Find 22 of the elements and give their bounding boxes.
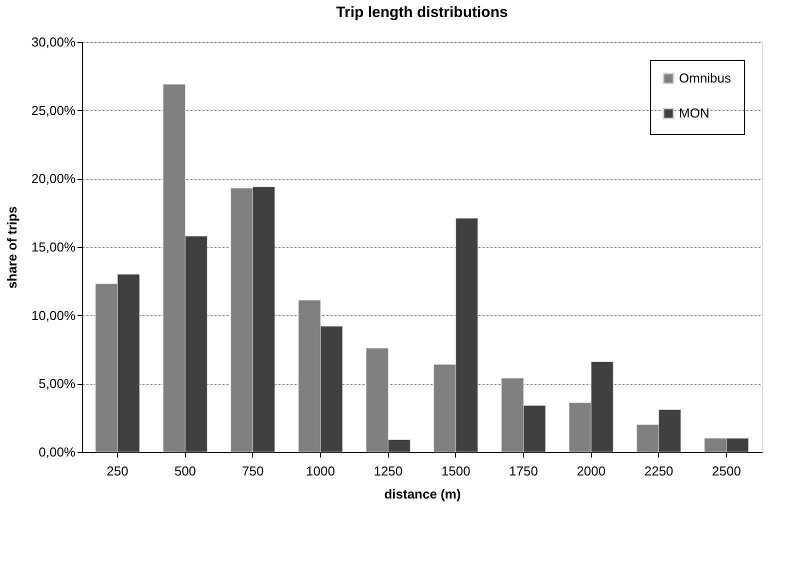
x-tick-label: 250 bbox=[106, 464, 128, 478]
y-tick-label: 20,00% bbox=[31, 171, 76, 186]
x-tick-label: 1250 bbox=[374, 464, 403, 478]
y-tick-label: 5,00% bbox=[38, 376, 76, 392]
x-tick-label: 500 bbox=[174, 464, 196, 478]
x-tick-label: 750 bbox=[242, 464, 264, 478]
x-tick-label: 2500 bbox=[712, 464, 741, 478]
x-tick-label: 2000 bbox=[576, 464, 606, 478]
y-tick-label: 30,00% bbox=[31, 34, 76, 50]
x-axis-title: distance (m) bbox=[384, 486, 461, 502]
x-tick-label: 1000 bbox=[306, 464, 335, 478]
chart-title: Trip length distributions bbox=[336, 4, 508, 21]
legend-label: Omnibus bbox=[679, 70, 732, 86]
y-tick-label: 0,00% bbox=[38, 444, 76, 460]
x-tick-label: 1750 bbox=[509, 464, 538, 478]
legend-label: MON bbox=[679, 106, 710, 120]
y-axis-title: share of trips bbox=[4, 206, 20, 289]
y-tick-label: 25,00% bbox=[31, 102, 76, 118]
x-tick-label: 2250 bbox=[644, 464, 674, 478]
y-tick-label: 10,00% bbox=[31, 308, 76, 323]
x-tick-label: 1500 bbox=[441, 464, 470, 478]
y-tick-label: 15,00% bbox=[31, 240, 76, 254]
